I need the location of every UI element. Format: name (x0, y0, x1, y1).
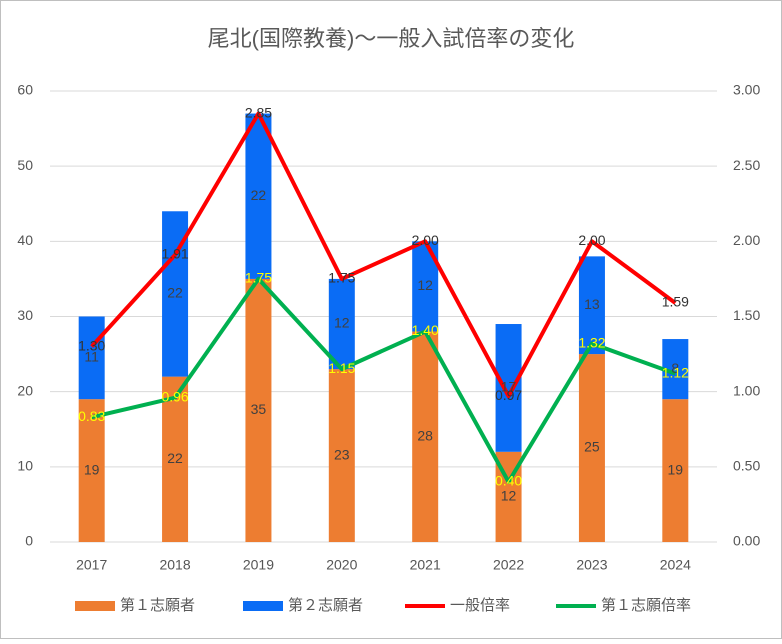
bar-label: 12 (417, 277, 433, 293)
bar-label: 8 (671, 360, 679, 376)
line-label: 0.83 (78, 408, 105, 424)
legend-label: 第２志願者 (288, 596, 363, 614)
bar-label: 22 (167, 450, 183, 466)
bar-label: 17 (501, 379, 517, 395)
y-tick-label: 60 (17, 82, 33, 98)
bar (162, 376, 189, 542)
bar (328, 278, 355, 370)
bar-label: 12 (334, 315, 350, 331)
bar-label: 12 (501, 488, 517, 504)
x-tick-label: 2019 (243, 557, 274, 573)
line-label: 1.30 (78, 337, 105, 353)
line-label: 2.00 (578, 232, 605, 248)
bar (495, 324, 522, 452)
y2-tick-label: 1.00 (733, 382, 760, 398)
line-label: 1.59 (662, 294, 689, 310)
y2-tick-label: 1.50 (733, 307, 760, 323)
x-tick-label: 2020 (326, 557, 357, 573)
y2-tick-label: 2.50 (733, 157, 760, 173)
bar (78, 399, 105, 542)
y2-tick-label: 0.00 (733, 533, 760, 549)
bar (328, 369, 355, 542)
chart-title: 尾北(国際教養)～一般入試倍率の変化 (208, 26, 575, 51)
bar (78, 316, 105, 400)
bar-label: 11 (84, 349, 99, 365)
legend-label: 第１志願倍率 (601, 596, 691, 614)
line (91, 276, 676, 484)
y-tick-label: 0 (25, 533, 33, 549)
bar-label: 22 (167, 285, 183, 301)
y2-tick-label: 3.00 (733, 82, 760, 98)
bar (245, 278, 272, 542)
bar-label: 19 (84, 461, 100, 477)
line-label: 1.75 (328, 270, 355, 286)
line-label: 0.97 (495, 387, 522, 403)
line-label: 1.91 (161, 246, 188, 262)
bar (245, 113, 272, 279)
legend-label: 第１志願者 (120, 596, 195, 614)
line-label: 2.00 (412, 232, 439, 248)
line-label: 0.40 (495, 473, 522, 489)
y2-tick-label: 0.50 (733, 458, 760, 474)
x-tick-label: 2018 (159, 557, 190, 573)
bar (578, 354, 605, 542)
line-label: 2.85 (245, 104, 272, 120)
line-label: 1.32 (578, 334, 605, 350)
y-tick-label: 30 (17, 307, 33, 323)
y-tick-label: 20 (17, 382, 33, 398)
bar-label: 22 (251, 187, 267, 203)
legend-swatch (243, 601, 283, 611)
line-label: 0.96 (161, 388, 188, 404)
y-tick-label: 40 (17, 232, 33, 248)
line (90, 111, 677, 399)
bar (578, 256, 605, 355)
bar-label: 25 (584, 439, 600, 455)
bar (662, 399, 689, 542)
legend-label: 一般倍率 (450, 597, 510, 614)
bar-label: 23 (334, 446, 350, 462)
x-tick-label: 2021 (410, 557, 441, 573)
y-tick-label: 50 (17, 157, 33, 173)
line-label: 1.12 (662, 364, 689, 380)
line-label: 1.40 (412, 322, 439, 338)
bar-label: 19 (668, 461, 684, 477)
legend-swatch (75, 601, 115, 611)
x-tick-label: 2024 (660, 557, 691, 573)
y-tick-label: 10 (17, 458, 33, 474)
x-tick-label: 2017 (76, 557, 107, 573)
line-label: 1.15 (328, 360, 355, 376)
bar (412, 331, 439, 542)
x-tick-label: 2022 (493, 557, 524, 573)
x-tick-label: 2023 (576, 557, 607, 573)
bar-label: 35 (251, 401, 267, 417)
bar-label: 13 (584, 296, 600, 312)
line-label: 1.75 (245, 270, 272, 286)
bar-label: 28 (417, 427, 433, 443)
y2-tick-label: 2.00 (733, 232, 760, 248)
